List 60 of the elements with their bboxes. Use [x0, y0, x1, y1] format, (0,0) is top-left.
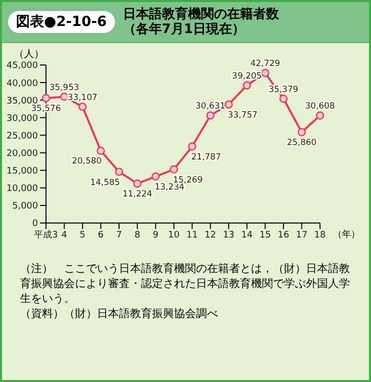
point: [298, 128, 306, 136]
x-tick-label: 平成3: [34, 229, 58, 240]
data-label: 11,224: [122, 190, 152, 200]
x-tick-label: 12: [204, 230, 216, 240]
point: [42, 94, 50, 102]
x-tick-label: 18: [314, 230, 326, 240]
x-tick-label: 17: [296, 230, 308, 240]
data-label: 39,205: [232, 71, 262, 82]
x-tick-label: 6: [98, 230, 104, 240]
chart-title: 日本語教育機関の在籍者数（各年7月1日現在）: [122, 7, 280, 37]
point: [96, 146, 105, 155]
data-label: 25,860: [286, 138, 317, 148]
point: [60, 92, 68, 101]
y-tick-label: 0: [32, 219, 38, 230]
y-tick-label: 30,000: [6, 114, 38, 124]
text: （資料）（財）日本語教育振興協会調べ: [20, 306, 219, 321]
x-tick-label: 7: [116, 230, 122, 240]
point: [224, 100, 233, 109]
y-tick-label: 45,000: [6, 61, 38, 72]
point: [316, 111, 324, 120]
y-tick-label: 40,000: [6, 78, 38, 89]
x-tick-label: 9: [152, 230, 159, 240]
data-label: 30,631: [196, 101, 226, 112]
data-label: 42,729: [250, 58, 280, 69]
data-label: 20,580: [72, 156, 102, 167]
chart-subtitle: 図表●2-10-6: [8, 11, 115, 33]
y-tick-label: 20,000: [6, 148, 38, 159]
point: [170, 165, 178, 174]
point: [133, 179, 142, 188]
y-axis-title: （人）: [14, 48, 44, 61]
data-label: 21,787: [191, 152, 222, 163]
data-label: 33,757: [228, 110, 258, 120]
x-axis-title: （年）: [333, 228, 360, 241]
x-tick-label: 13: [222, 230, 234, 240]
x-tick-label: 5: [80, 230, 86, 240]
point: [279, 94, 288, 103]
x-tick-label: 4: [61, 230, 68, 240]
y-tick-label: 25,000: [6, 131, 38, 142]
data-label: 35,953: [49, 82, 80, 93]
text: （注） ここでいう日本語教育機関の在籍者とは，（財）日本語教育振興協会により審査・認定された日本語教育機関で学ぶ外国人学生をいう。: [20, 261, 351, 306]
data-label: 13,234: [154, 182, 184, 193]
point: [206, 111, 214, 120]
point: [114, 168, 124, 176]
x-tick-label: 15: [259, 230, 271, 240]
x-tick-label: 10: [168, 230, 180, 240]
y-tick-label: 15,000: [6, 166, 38, 177]
point: [152, 172, 160, 181]
x-tick-label: 14: [241, 230, 253, 240]
data-label: 14,585: [90, 178, 120, 188]
x-tick-label: 16: [278, 230, 290, 240]
y-tick-label: 10,000: [6, 184, 38, 194]
data-label: 33,107: [68, 92, 98, 103]
point: [188, 142, 196, 151]
point: [78, 102, 87, 111]
point: [242, 81, 252, 90]
x-tick-label: 11: [186, 230, 198, 240]
x-tick-label: 8: [134, 230, 140, 240]
y-tick-label: 5,000: [12, 202, 38, 212]
point: [261, 68, 270, 78]
data-label: 30,608: [305, 102, 335, 112]
